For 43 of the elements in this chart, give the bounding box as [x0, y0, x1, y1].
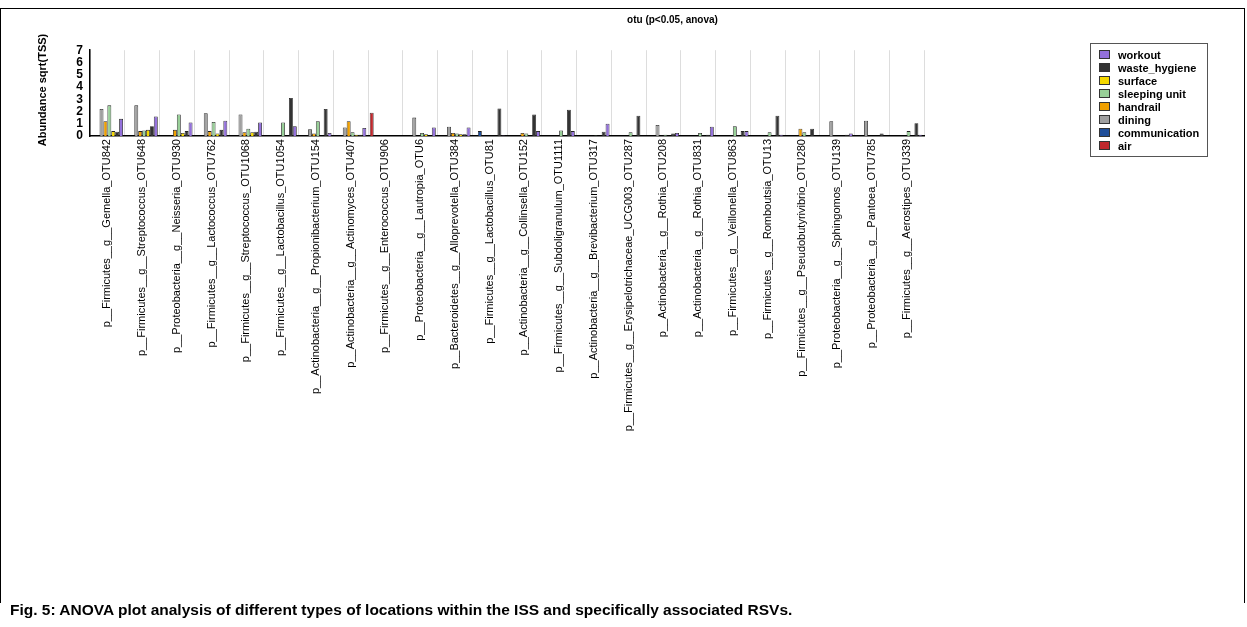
- y-tick-label: 2: [76, 103, 84, 118]
- x-tick-label: p__Proteobacteria__g__Sphingomos_OTU139: [830, 139, 843, 369]
- legend-label: communication: [1118, 126, 1200, 139]
- x-tick-label: p__Proteobacteria__g__Neisseria_OTU930: [169, 139, 182, 354]
- x-tick-label: p__Firmicutes__g__Pseudobutyrivibrio_OTU280: [795, 139, 808, 377]
- x-tick-label: p__Firmicutes__g__Streptococcus_OTU1068: [239, 139, 252, 363]
- y-tick-label: 5: [76, 67, 84, 82]
- x-tick-label: p__Firmicutes__g__Lactococcus_OTU762: [204, 139, 217, 348]
- x-tick-label: p__Firmicutes__g__Lactobacillus_OTU81: [482, 139, 495, 344]
- chart-title: otu (p<0.05, anova): [626, 14, 719, 25]
- legend-label: workout: [1118, 48, 1161, 61]
- legend-label: dining: [1118, 113, 1151, 126]
- x-tick-label: p__Proteobacteria__g__Pantoea_OTU785: [864, 139, 877, 349]
- x-tick-label: p__Firmicutes__g__Romboutsia_OTU13: [760, 139, 773, 339]
- x-tick-label: p__Firmicutes__g__Streptococcus_OTU648: [135, 139, 148, 357]
- y-tick-label: 4: [76, 79, 84, 94]
- x-tick-label: p__Firmicutes__g__Veillonella_OTU863: [725, 139, 738, 336]
- legend-label: sleeping unit: [1118, 87, 1186, 100]
- y-tick-label: 0: [76, 128, 84, 143]
- legend-label: handrail: [1118, 100, 1161, 113]
- caption: Fig. 5: ANOVA plot analysis of different types of locations within the ISS and specifically associated RSVs.: [10, 601, 793, 619]
- x-tick-label: p__Proteobacteria__g__Lautropia_OTU6: [413, 139, 426, 341]
- x-tick-label: p__Firmicutes__g__Aerostipes_OTU339: [899, 139, 912, 339]
- x-tick-label: p__Firmicutes__g__Lactobacillus_OTU1054: [274, 139, 287, 357]
- y-tick-label: 7: [76, 42, 84, 57]
- y-axis-title: Abundance sqrt(TSS): [36, 32, 48, 149]
- x-tick-label: p__Firmicutes__g__Subdoligranulum_OTU1111: [552, 139, 565, 373]
- y-tick-label: 6: [76, 54, 84, 69]
- x-tick-label: p__Actinobacteria__g__Rothia_OTU208: [656, 139, 669, 338]
- x-tick-label: p__Bacteroidetes__g__Alloprevotella_OTU384: [447, 139, 460, 369]
- x-tick-label: p__Actinobacteria__g__Propionibacterium_OTU154: [308, 139, 321, 394]
- legend-label: waste_hygiene: [1118, 61, 1197, 74]
- x-tick-label: p__Actinobacteria__g__Collinsella_OTU152: [517, 139, 530, 356]
- legend-label: surface: [1118, 74, 1158, 87]
- x-tick-label: p__Firmicutes__g__Erysipelotrichaceae_UCG003_OTU287: [621, 139, 634, 432]
- x-tick-label: p__Firmicutes__g__Gemella_OTU842: [100, 139, 113, 328]
- legend-label: air: [1118, 139, 1132, 152]
- y-tick-label: 3: [76, 91, 84, 106]
- x-tick-label: p__Actinobacteria__g__Rothia_OTU831: [691, 139, 704, 338]
- x-tick-label: p__Actinobacteria__g__Brevibacterium_OTU317: [586, 139, 599, 379]
- x-tick-label: p__Firmicutes__g__Enterococcus_OTU906: [378, 139, 391, 354]
- x-tick-label: p__Actinobacteria__g__Actinomyces_OTU407: [343, 139, 356, 368]
- y-tick-label: 1: [76, 116, 84, 131]
